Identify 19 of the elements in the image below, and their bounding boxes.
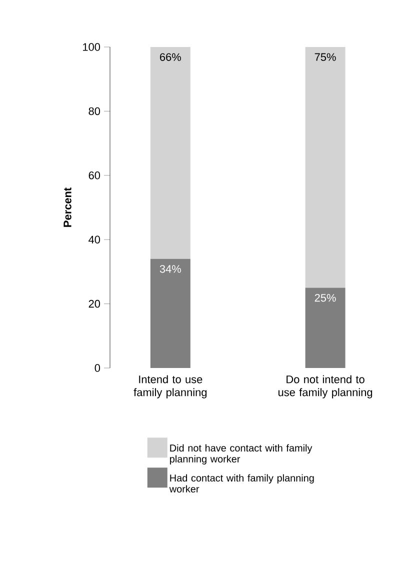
bar [305,46,346,288]
bar [150,258,190,368]
data-label: 34% [160,265,181,273]
y-tick-label: 40 [88,236,100,244]
y-tick-label: 20 [88,300,100,308]
legend-label: Did not have contact with family planning worker [170,444,312,464]
x-tick-label: Intend to use family planning [134,375,207,398]
data-label: 66% [160,53,181,61]
y-tick-label: 0 [94,364,100,372]
bar [150,46,190,259]
bar [305,288,346,368]
y-tick-label: 100 [83,43,100,51]
data-label: 75% [314,53,336,61]
x-tick-label: Do not intend to use family planning [278,375,372,398]
y-tick-label: 60 [88,172,100,180]
y-axis-title: Percent [64,188,72,227]
y-tick-label: 80 [88,107,100,116]
data-label: 25% [314,294,336,302]
legend-label: Had contact with family planning worker [169,474,314,493]
